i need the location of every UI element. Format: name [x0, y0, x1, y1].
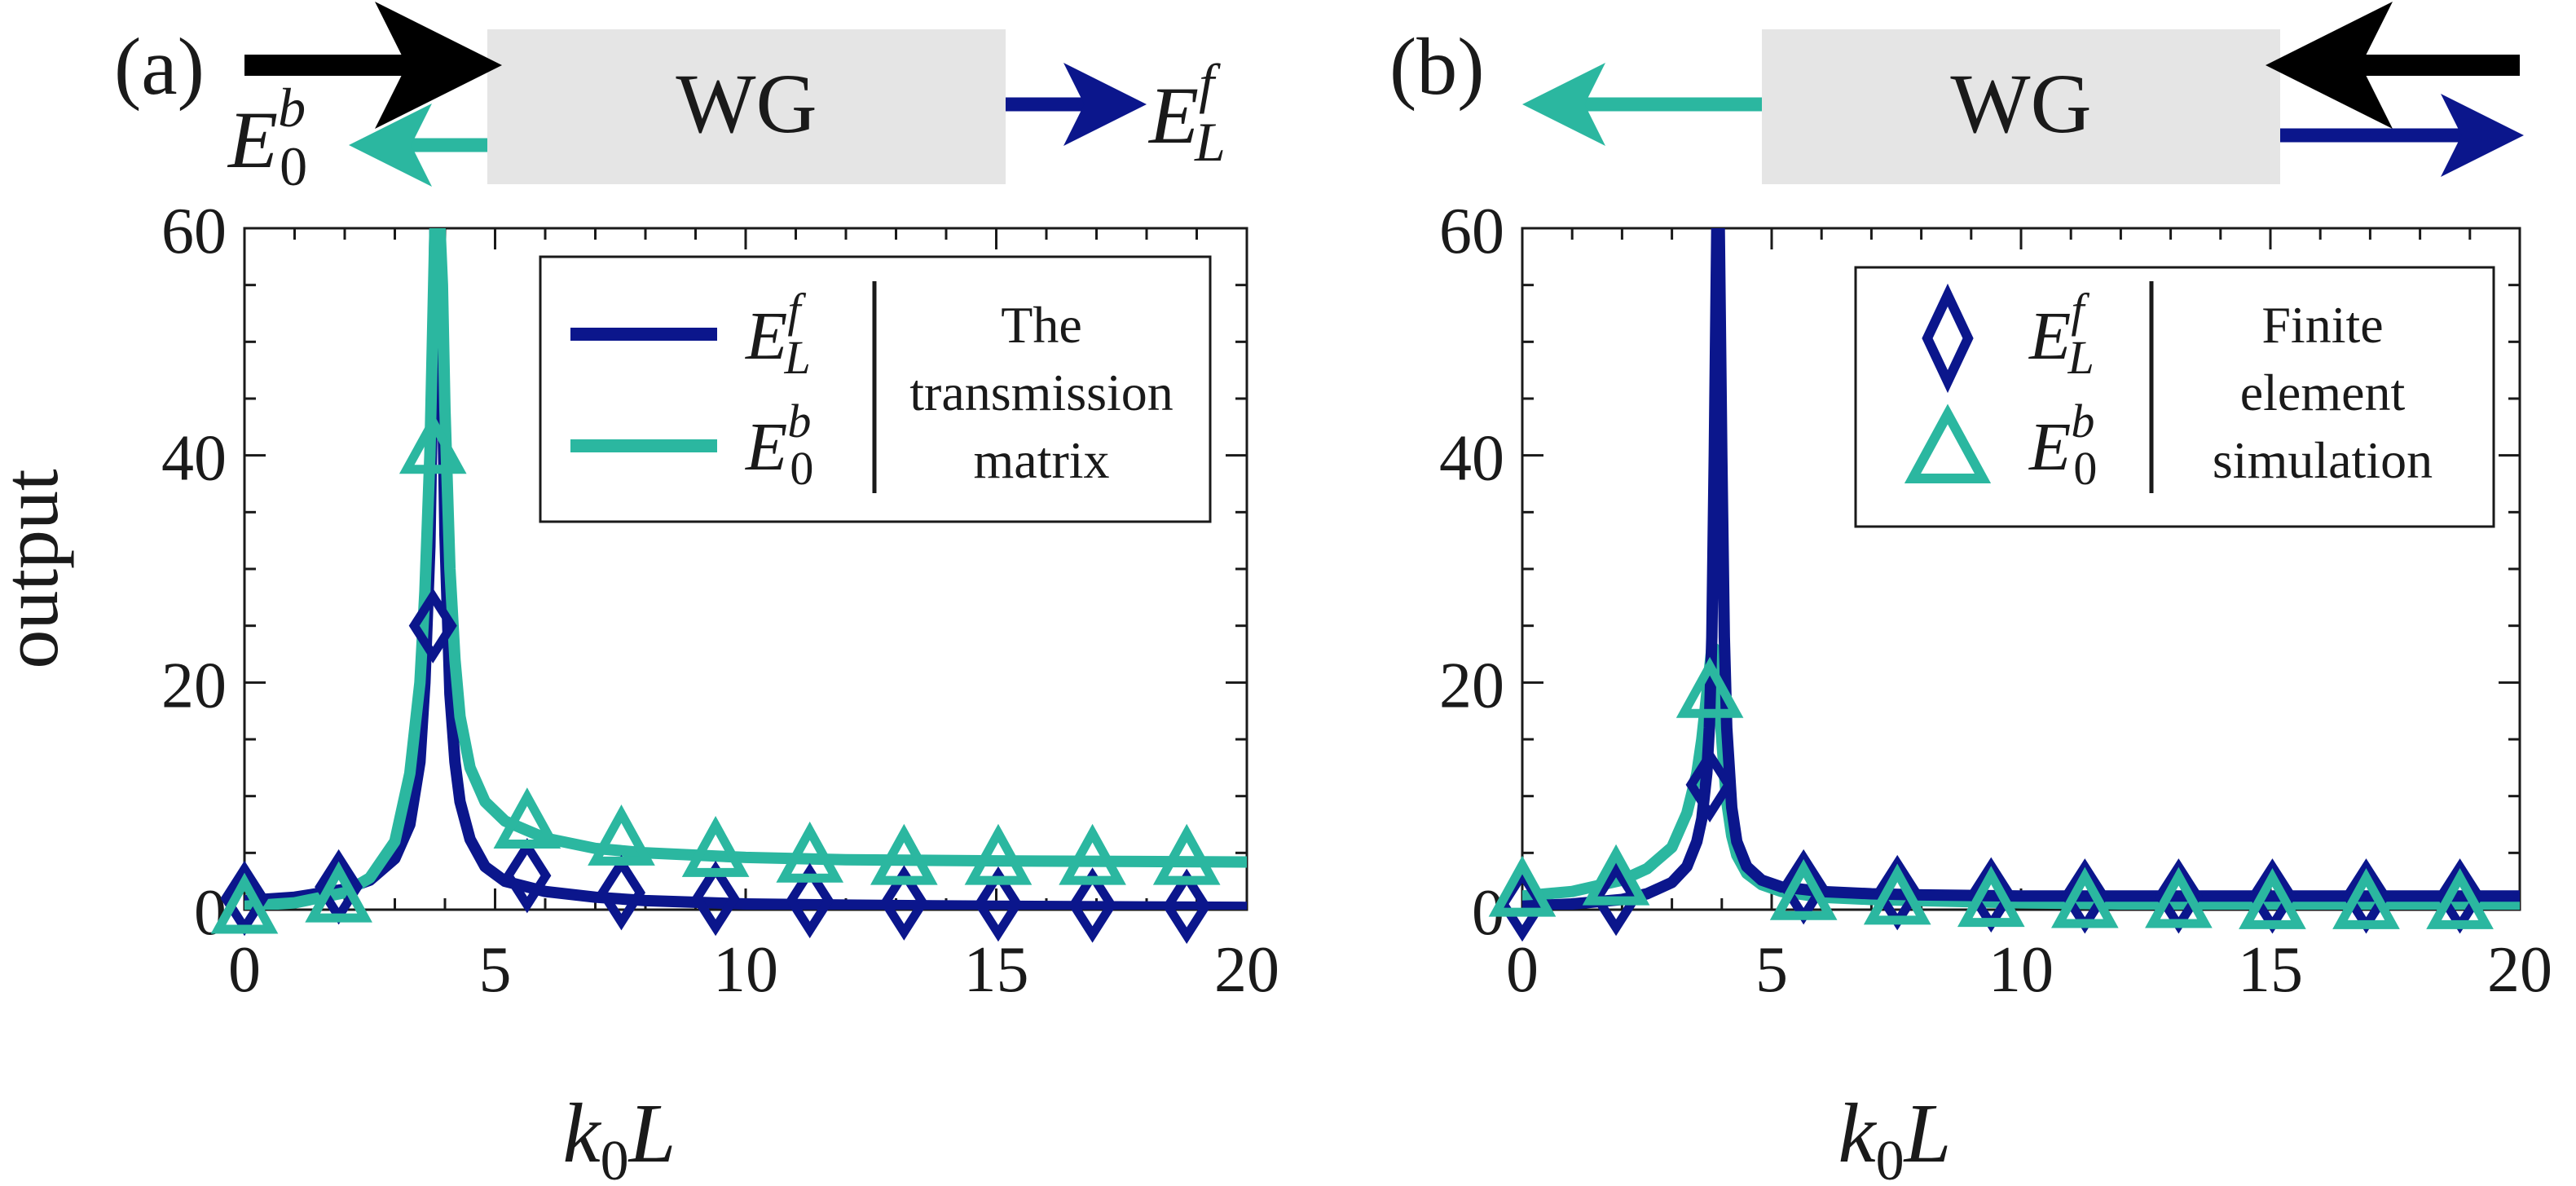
triangle-marker: [870, 823, 938, 885]
diamond-marker: [503, 837, 552, 914]
y-tick-label: 60: [161, 196, 227, 267]
legend-desc-line3-a: matrix: [973, 431, 1109, 489]
schematic-b: (b) WG: [1389, 2, 2524, 184]
plot-a: 0 5 10 15 20 0 20 40 60: [161, 196, 1279, 1006]
y-tick-label: 0: [194, 877, 227, 949]
x-tick-label: 20: [1214, 934, 1279, 1006]
legend-desc-line2-a: transmission: [909, 364, 1174, 421]
x-tick-label: 5: [479, 934, 512, 1006]
diamond-marker: [786, 862, 834, 939]
legend-desc-line2-b: element: [2240, 364, 2406, 421]
x-tick-label: 20: [2487, 934, 2552, 1006]
triangle-marker: [964, 823, 1033, 885]
triangle-marker: [2239, 868, 2306, 929]
x-tick-label: 0: [1506, 934, 1539, 1006]
diamond-marker: [1068, 867, 1117, 943]
legend-label-eb-a: Eb 0: [745, 395, 813, 495]
diamond-marker: [1685, 747, 1734, 822]
triangle-marker: [1488, 855, 1557, 917]
x-tick-label: 0: [228, 934, 261, 1006]
waveguide-box-b: [1762, 29, 2280, 184]
waveguide-box-a: [487, 29, 1006, 184]
x-tick-label: 5: [1755, 934, 1788, 1006]
y-tick-label: 40: [161, 423, 227, 495]
y-tick-label: 60: [1439, 196, 1504, 267]
x-axis-title-a: k0L: [562, 1087, 676, 1186]
series-line-a-1: [244, 228, 1247, 910]
waveguide-label-a: WG: [676, 57, 817, 151]
triangle-marker: [399, 412, 467, 474]
triangle-marker: [681, 815, 750, 877]
triangle-marker: [2426, 868, 2494, 929]
triangle-marker: [1152, 823, 1221, 885]
legend-label-eb-b: Eb 0: [2028, 395, 2097, 495]
diamond-marker: [879, 865, 928, 941]
triangle-marker: [1059, 823, 1126, 885]
diamond-marker: [974, 866, 1023, 942]
diamond-marker: [597, 854, 646, 931]
diamond-marker: [1592, 860, 1640, 937]
legend-desc-line1-a: The: [1001, 296, 1082, 354]
legend-b: Ef L Eb 0 Finite element simulation: [1854, 266, 2495, 528]
waveguide-label-b: WG: [1950, 57, 2091, 151]
triangle-marker: [1769, 858, 1838, 920]
triangle-marker: [210, 872, 279, 934]
triangle-marker: [588, 805, 655, 866]
panel-label-a: (a): [114, 21, 205, 112]
legend-desc-line3-b: simulation: [2213, 431, 2433, 489]
panel-label-b: (b): [1389, 21, 1485, 112]
schematic-a: (a) WG Eb 0 Ef L: [114, 2, 1226, 197]
diamond-marker: [691, 860, 740, 937]
diamond-marker: [408, 588, 457, 664]
x-tick-label: 15: [964, 934, 1029, 1006]
x-axis-title-b: k0L: [1838, 1087, 1951, 1186]
legend-desc-line1-b: Finite: [2261, 296, 2383, 354]
legend-label-ef-a: Ef L: [745, 284, 811, 384]
triangle-marker: [305, 861, 372, 923]
triangle-marker: [776, 821, 844, 883]
transmitted-label-a: Ef L: [1147, 52, 1226, 173]
x-tick-label: 15: [2238, 934, 2303, 1006]
triangle-marker: [1957, 866, 2025, 928]
triangle-marker: [1582, 844, 1650, 906]
y-tick-label: 40: [1439, 423, 1504, 495]
x-tick-label: 10: [1988, 934, 2054, 1006]
y-tick-label: 20: [1439, 650, 1504, 721]
legend-swatch-triangle-b: [1904, 403, 1992, 483]
y-tick-label: 20: [161, 650, 227, 721]
triangle-marker: [1676, 656, 1744, 718]
legend-a: Ef L Eb 0 The transmission matrix: [539, 255, 1212, 523]
triangle-marker: [2051, 866, 2119, 928]
x-tick-label: 10: [713, 934, 778, 1006]
reflected-label-a: Eb 0: [227, 77, 307, 197]
diamond-marker: [1162, 868, 1211, 945]
triangle-marker: [493, 787, 561, 849]
triangle-marker: [2145, 866, 2213, 928]
legend-swatch-diamond-b: [1922, 283, 1974, 394]
y-axis-title: output: [0, 469, 74, 669]
triangle-marker: [1863, 863, 1931, 925]
triangle-marker: [2332, 868, 2400, 929]
